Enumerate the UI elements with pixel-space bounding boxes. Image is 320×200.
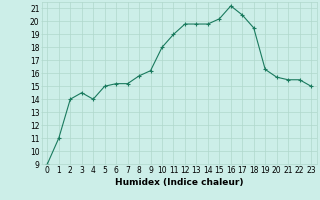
- X-axis label: Humidex (Indice chaleur): Humidex (Indice chaleur): [115, 178, 244, 187]
